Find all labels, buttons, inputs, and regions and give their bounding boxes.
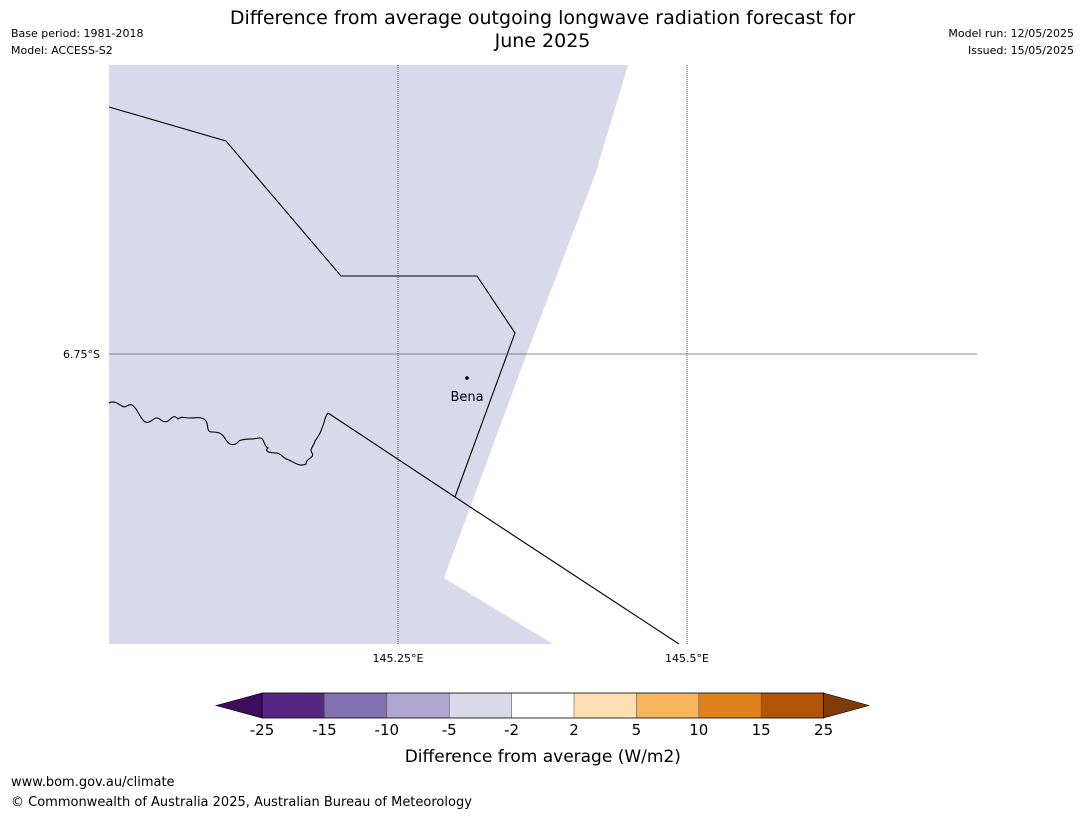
metadata-left: Base period: 1981-2018 Model: ACCESS-S2 (11, 25, 143, 59)
colorbar-segment (636, 693, 699, 718)
forecast-shading-region (109, 65, 628, 644)
colorbar-tick-label: -2 (504, 721, 519, 739)
colorbar-segment (761, 693, 824, 718)
colorbar-tick-label: -25 (250, 721, 275, 739)
colorbar-segment (262, 693, 325, 718)
colorbar-segment (511, 693, 574, 718)
province-boundary-line (108, 106, 516, 498)
river-line (108, 401, 329, 466)
colorbar-max-extension (823, 692, 871, 719)
map-panel: Bena (108, 65, 977, 645)
colorbar-min-extension (214, 692, 263, 719)
colorbar-segment (698, 693, 762, 718)
colorbar-tick-label: 15 (752, 721, 771, 739)
longitude-label: 145.5°E (665, 652, 709, 665)
province-boundary-line-south (327, 412, 680, 645)
colorbar-segment (324, 693, 387, 718)
colorbar-outline (261, 692, 824, 719)
colorbar-tick-label: -15 (312, 721, 337, 739)
footer-url: www.bom.gov.au/climate (11, 775, 175, 790)
town-marker (465, 376, 469, 380)
colorbar: -25 -15 -10 -5 -2 2 5 10 15 25 Differenc… (214, 692, 871, 767)
colorbar-segment (449, 693, 512, 718)
model-text: Model: ACCESS-S2 (11, 44, 113, 57)
base-period-text: Base period: 1981-2018 (11, 27, 144, 40)
footer: www.bom.gov.au/climate © Commonwealth of… (11, 773, 472, 813)
longitude-label: 145.25°E (373, 652, 424, 665)
issued-text: Issued: 15/05/2025 (967, 44, 1074, 57)
colorbar-tick-label: 25 (814, 721, 833, 739)
model-run-text: Model run: 12/05/2025 (948, 27, 1074, 40)
colorbar-segment (386, 693, 450, 718)
colorbar-tick-label: 5 (632, 721, 642, 739)
colorbar-segment (574, 693, 637, 718)
footer-copyright: © Commonwealth of Australia 2025, Austra… (11, 795, 472, 810)
title-line-2: June 2025 (494, 30, 591, 52)
colorbar-title: Difference from average (W/m2) (405, 747, 681, 767)
map-title: Difference from average outgoing longwav… (0, 7, 1085, 53)
colorbar-tick-label: -10 (375, 721, 400, 739)
town-label: Bena (450, 390, 483, 405)
latitude-label: 6.75°S (63, 348, 100, 361)
colorbar-tick-label: 10 (689, 721, 708, 739)
colorbar-tick-label: -5 (442, 721, 457, 739)
metadata-right: Model run: 12/05/2025 Issued: 15/05/2025 (948, 25, 1074, 59)
colorbar-tick-label: 2 (569, 721, 579, 739)
title-line-1: Difference from average outgoing longwav… (229, 7, 856, 29)
